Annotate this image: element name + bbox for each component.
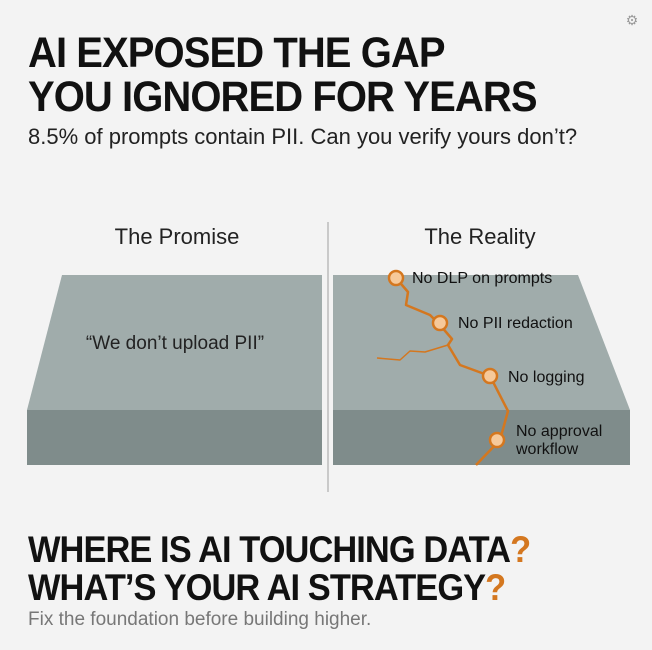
- promise-quote: “We don’t upload PII”: [85, 333, 265, 354]
- question-2-text: WHAT’S YOUR AI STRATEGY: [28, 567, 486, 608]
- crack-point: [481, 367, 499, 385]
- crack-point: [387, 269, 405, 287]
- crack: [376, 277, 510, 466]
- question-mark: ?: [485, 567, 506, 608]
- tagline: Fix the foundation before building highe…: [28, 609, 372, 630]
- reality-heading: The Reality: [424, 224, 536, 249]
- promise-slab-front: [27, 410, 322, 465]
- reality-slab-front: [333, 410, 630, 465]
- question-1: WHERE IS AI TOUCHING DATA?: [28, 529, 531, 570]
- title-line-2: YOU IGNORED FOR YEARS: [28, 73, 537, 121]
- crack-label: workflow: [516, 441, 579, 458]
- subtitle: 8.5% of prompts contain PII. Can you ver…: [28, 124, 578, 149]
- title-line-1: AI EXPOSED THE GAP: [28, 29, 446, 77]
- promise-slab-top: [27, 275, 322, 410]
- question-2: WHAT’S YOUR AI STRATEGY?: [28, 567, 506, 608]
- crack-label: No DLP on prompts: [412, 270, 553, 287]
- gear-icon[interactable]: ⚙: [625, 12, 639, 28]
- question-mark: ?: [510, 529, 531, 570]
- crack-label: No approval: [516, 423, 603, 440]
- crack-label: No logging: [508, 369, 585, 386]
- crack-point: [431, 314, 449, 332]
- question-1-text: WHERE IS AI TOUCHING DATA: [28, 529, 511, 570]
- promise-heading: The Promise: [114, 224, 240, 249]
- reality-slab-top: [333, 275, 630, 410]
- crack-label: No PII redaction: [458, 315, 573, 332]
- crack-point: [488, 431, 506, 449]
